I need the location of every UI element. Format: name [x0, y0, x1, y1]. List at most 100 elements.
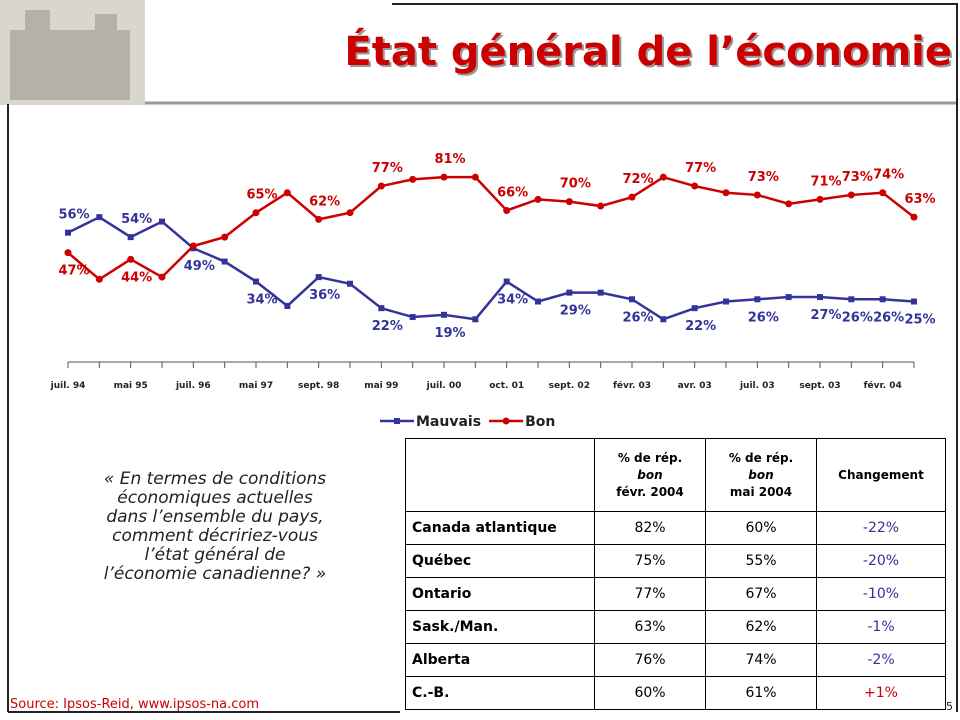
data-label: 66%	[497, 185, 528, 200]
x-tick-label: mai 99	[364, 381, 398, 391]
point	[628, 193, 636, 201]
header-text: Changement	[838, 467, 924, 482]
table-cell: 82%	[594, 511, 706, 545]
table-cell: Sask./Man.	[405, 610, 595, 644]
point	[253, 278, 259, 285]
table-row: Québec 75% 55% -20%	[405, 544, 946, 578]
point	[848, 296, 855, 303]
point	[785, 294, 792, 301]
point	[534, 195, 542, 203]
point	[159, 218, 165, 225]
point	[566, 289, 573, 296]
table-row: Canada atlantique 82% 60% -22%	[405, 511, 946, 545]
header-cell	[405, 438, 595, 512]
data-label: 77%	[685, 161, 716, 176]
data-label: 47%	[58, 264, 89, 279]
x-tick-label: sept. 98	[298, 381, 339, 391]
x-tick-label: oct. 01	[489, 381, 524, 391]
data-label: 29%	[560, 304, 591, 319]
point	[283, 189, 291, 197]
data-label: 77%	[372, 161, 403, 176]
data-label: 70%	[560, 177, 591, 192]
x-tick-label: juil. 00	[426, 381, 462, 391]
point	[409, 314, 416, 321]
x-tick-label: sept. 03	[799, 381, 840, 391]
table: % de rép. bon févr. 2004 % de rép. bon mai 20…	[405, 438, 946, 710]
point	[127, 234, 134, 241]
question: « En termes de conditions économiques act…	[40, 470, 390, 584]
x-tick-label: févr. 03	[613, 380, 651, 391]
question-line: dans l’ensemble du pays,	[106, 507, 324, 527]
table-cell: C.-B.	[405, 676, 595, 710]
header-text: févr. 2004	[616, 484, 684, 499]
data-label: 34%	[497, 293, 528, 308]
data-label: 56%	[58, 208, 89, 223]
x-tick-label: juil. 94	[50, 381, 86, 391]
point	[189, 242, 197, 250]
header-text: mai 2004	[729, 484, 793, 499]
legend-marker	[502, 417, 510, 425]
point	[597, 202, 605, 210]
data-label: 81%	[434, 152, 465, 167]
point	[127, 255, 135, 263]
point	[221, 233, 229, 241]
point	[691, 305, 698, 312]
header-cell: % de rép. bon mai 2004	[705, 438, 817, 512]
table-cell: Ontario	[405, 577, 595, 611]
x-tick-label: avr. 03	[678, 381, 712, 391]
table-cell: 62%	[705, 610, 817, 644]
point	[158, 273, 166, 281]
point	[659, 173, 667, 181]
point	[440, 173, 448, 181]
series-line	[67, 215, 915, 321]
point	[252, 209, 260, 217]
question-line: économiques actuelles	[117, 488, 313, 508]
table-row: Sask./Man. 63% 62% -1%	[405, 610, 946, 644]
table-cell: 75%	[594, 544, 706, 578]
data-label: 27%	[810, 308, 841, 323]
table-cell: -1%	[816, 610, 946, 644]
point	[315, 274, 322, 281]
table-cell: -10%	[816, 577, 946, 611]
table-cell: -2%	[816, 643, 946, 677]
legend-label: Mauvais	[416, 414, 481, 430]
point	[722, 189, 730, 197]
point	[879, 296, 886, 303]
data-label: 22%	[685, 319, 716, 334]
table-cell: -22%	[816, 511, 946, 545]
data-label: 72%	[622, 172, 653, 187]
question-line: l’état général de	[144, 545, 286, 565]
point	[65, 229, 71, 236]
data-label: 36%	[309, 288, 340, 303]
point	[691, 182, 699, 190]
point	[284, 302, 291, 309]
data-label: 63%	[904, 192, 935, 207]
point	[785, 200, 793, 208]
point	[817, 294, 823, 301]
point	[629, 296, 635, 303]
header-row: % de rép. bon févr. 2004 % de rép. bon mai 20…	[405, 438, 946, 512]
data-label: 62%	[309, 194, 340, 209]
table-cell: 76%	[594, 643, 706, 677]
table-cell: 77%	[594, 577, 706, 611]
table-cell: +1%	[816, 676, 946, 710]
table-row: Alberta 76% 74% -2%	[405, 643, 946, 677]
table-cell: 60%	[705, 511, 817, 545]
header-text: bon	[637, 467, 663, 482]
data-label: 73%	[748, 170, 779, 185]
data-label: 19%	[434, 326, 465, 341]
point	[346, 209, 354, 217]
frame	[392, 3, 958, 712]
table-cell: Québec	[405, 544, 595, 578]
data-label: 25%	[904, 313, 935, 328]
data-label: 22%	[372, 319, 403, 334]
table-cell: Canada atlantique	[405, 511, 595, 545]
table-cell: 55%	[705, 544, 817, 578]
table-cell: 74%	[705, 643, 817, 677]
x-tick-label: juil. 03	[739, 381, 775, 391]
point	[565, 198, 573, 206]
point	[753, 191, 761, 199]
point	[347, 280, 353, 287]
